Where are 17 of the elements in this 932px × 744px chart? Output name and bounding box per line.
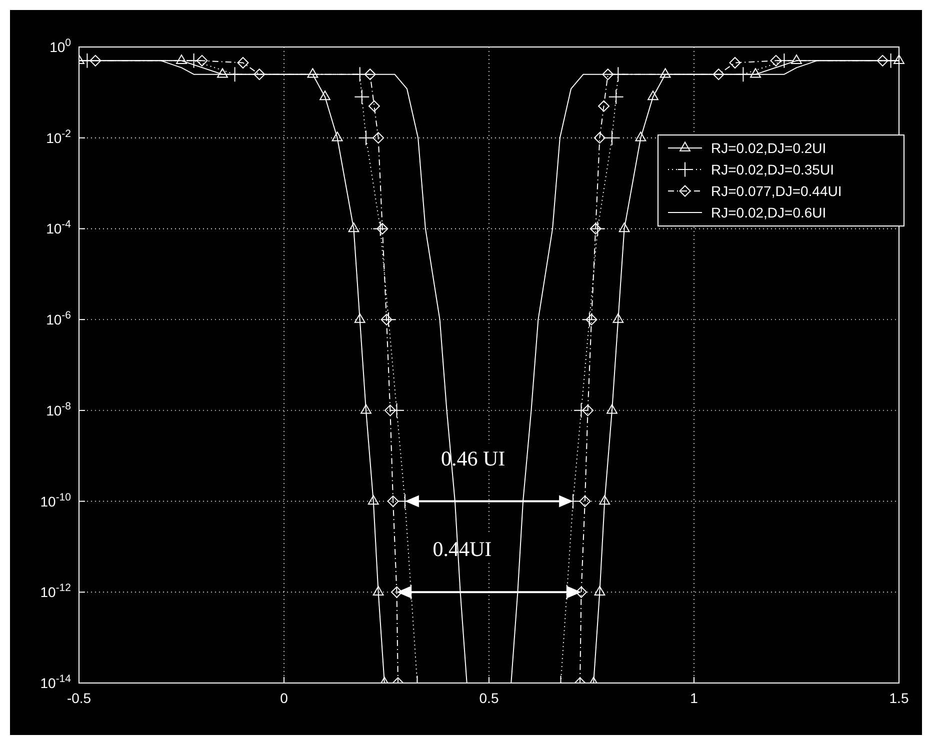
x-tick-label: -0.5	[66, 690, 92, 706]
y-tick-label: 10$^{-2}$	[46, 128, 72, 146]
legend-label: RJ=0.02,DJ=0.2UI	[711, 140, 826, 156]
legend-label: RJ=0.077,DJ=0.44UI	[711, 183, 842, 199]
x-tick-label: 1	[690, 690, 698, 706]
x-tick-label: 0	[280, 690, 288, 706]
y-tick-label: 10$^{-10}$	[40, 491, 72, 510]
y-tick-label: 10$^{-8}$	[46, 400, 72, 418]
legend-label: RJ=0.02,DJ=0.6UI	[711, 204, 826, 220]
y-tick-label: 10$^{0}$	[50, 37, 72, 55]
x-tick-label: 0.5	[479, 690, 499, 706]
legend-label: RJ=0.02,DJ=0.35UI	[711, 162, 834, 178]
y-tick-label: 10$^{-12}$	[40, 582, 72, 600]
x-tick-label: 1.5	[889, 690, 909, 706]
y-tick-label: 10$^{-6}$	[46, 310, 72, 328]
y-tick-label: 10$^{-14}$	[40, 673, 72, 691]
y-tick-label: 10$^{-4}$	[46, 218, 72, 237]
